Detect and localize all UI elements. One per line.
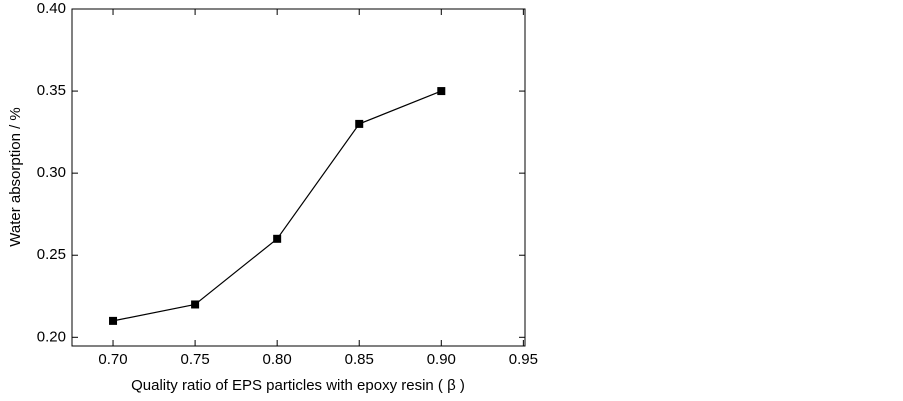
x-tick-label: 0.70 xyxy=(98,351,127,368)
y-tick-label: 0.35 xyxy=(37,82,66,99)
data-point xyxy=(109,316,118,325)
y-tick-label: 0.30 xyxy=(37,164,66,181)
data-line xyxy=(112,90,442,322)
data-point xyxy=(191,300,200,309)
x-tick-label: 0.75 xyxy=(180,351,209,368)
x-axis-label: Quality ratio of EPS particles with epox… xyxy=(131,377,465,394)
y-tick-label: 0.40 xyxy=(37,0,66,17)
plot-frame xyxy=(71,8,526,347)
x-tick-label: 0.80 xyxy=(263,351,292,368)
y-tick-label: 0.20 xyxy=(37,328,66,345)
data-point xyxy=(273,234,282,243)
x-tick-label: 0.95 xyxy=(509,351,538,368)
y-axis-label: Water absorption / % xyxy=(7,107,24,247)
x-tick-label: 0.90 xyxy=(427,351,456,368)
y-tick-label: 0.25 xyxy=(37,246,66,263)
x-tick-label: 0.85 xyxy=(345,351,374,368)
data-point xyxy=(437,87,446,96)
data-point xyxy=(355,119,364,128)
